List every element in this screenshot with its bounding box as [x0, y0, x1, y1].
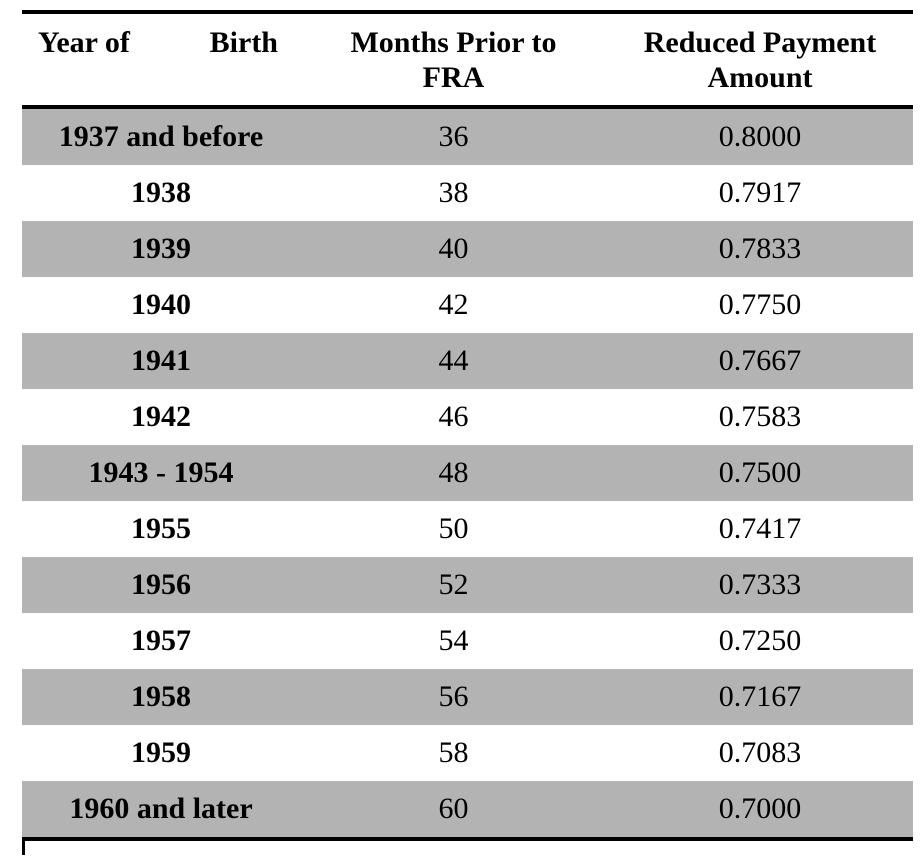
year-cell: 1943 - 1954	[88, 456, 234, 489]
table-row: 1941 44 0.7667	[22, 333, 913, 389]
months-cell: 48	[438, 456, 469, 489]
table-row: 1957 54 0.7250	[22, 613, 913, 669]
bottom-rule	[22, 837, 913, 841]
table-row: 1959 58 0.7083	[22, 725, 913, 781]
amount-cell: 0.7417	[718, 512, 802, 545]
cutoff-box-corner	[22, 841, 25, 855]
months-cell: 52	[438, 568, 469, 601]
amount-cell: 0.7500	[718, 456, 802, 489]
year-cell: 1938	[131, 176, 191, 209]
year-cell: 1942	[131, 400, 191, 433]
year-cell: 1960 and later	[69, 792, 253, 825]
amount-cell: 0.8000	[718, 120, 802, 153]
top-rule	[22, 10, 913, 14]
year-cell: 1958	[131, 680, 191, 713]
months-cell: 56	[438, 680, 469, 713]
header-months-prior-to-fra: Months Prior to FRA	[300, 14, 607, 105]
year-cell: 1959	[131, 736, 191, 769]
months-cell: 54	[438, 624, 469, 657]
amount-cell: 0.7583	[718, 400, 802, 433]
header-months-text: Months Prior to FRA	[350, 26, 557, 94]
year-cell: 1955	[131, 512, 191, 545]
header-bottom-rule	[22, 105, 913, 109]
header-year-of-birth: Year of Birth	[22, 14, 300, 105]
amount-cell: 0.7000	[718, 792, 802, 825]
header-reduced-payment-amount: Reduced Payment Amount	[607, 14, 913, 105]
amount-cell: 0.7083	[718, 736, 802, 769]
year-cell: 1957	[131, 624, 191, 657]
table-row: 1956 52 0.7333	[22, 557, 913, 613]
year-cell: 1940	[131, 288, 191, 321]
amount-cell: 0.7917	[718, 176, 802, 209]
table-row: 1938 38 0.7917	[22, 165, 913, 221]
table-row: 1937 and before 36 0.8000	[22, 109, 913, 165]
amount-cell: 0.7167	[718, 680, 802, 713]
year-cell: 1941	[131, 344, 191, 377]
months-cell: 42	[438, 288, 469, 321]
year-cell: 1937 and before	[58, 120, 264, 153]
header-year-of-text: Year of	[38, 26, 130, 59]
months-cell: 40	[438, 232, 469, 265]
months-cell: 36	[438, 120, 469, 153]
months-cell: 44	[438, 344, 469, 377]
months-cell: 46	[438, 400, 469, 433]
header-birth-text: Birth	[209, 26, 278, 59]
table-row: 1939 40 0.7833	[22, 221, 913, 277]
table-row: 1960 and later 60 0.7000	[22, 781, 913, 837]
months-cell: 50	[438, 512, 469, 545]
table-row: 1940 42 0.7750	[22, 277, 913, 333]
amount-cell: 0.7250	[718, 624, 802, 657]
table-header-row: Year of Birth Months Prior to FRA Reduce…	[22, 14, 913, 105]
reduced-payment-table: Year of Birth Months Prior to FRA Reduce…	[22, 10, 913, 855]
table-row: 1958 56 0.7167	[22, 669, 913, 725]
table-row: 1942 46 0.7583	[22, 389, 913, 445]
amount-cell: 0.7667	[718, 344, 802, 377]
table-row: 1943 - 1954 48 0.7500	[22, 445, 913, 501]
year-cell: 1956	[131, 568, 191, 601]
months-cell: 58	[438, 736, 469, 769]
amount-cell: 0.7333	[718, 568, 802, 601]
year-cell: 1939	[131, 232, 191, 265]
table-row: 1955 50 0.7417	[22, 501, 913, 557]
months-cell: 38	[438, 176, 469, 209]
months-cell: 60	[438, 792, 469, 825]
header-amount-text: Reduced Payment Amount	[643, 26, 877, 94]
amount-cell: 0.7833	[718, 232, 802, 265]
amount-cell: 0.7750	[718, 288, 802, 321]
table-body: 1937 and before 36 0.8000 1938 38 0.7917…	[22, 109, 913, 837]
